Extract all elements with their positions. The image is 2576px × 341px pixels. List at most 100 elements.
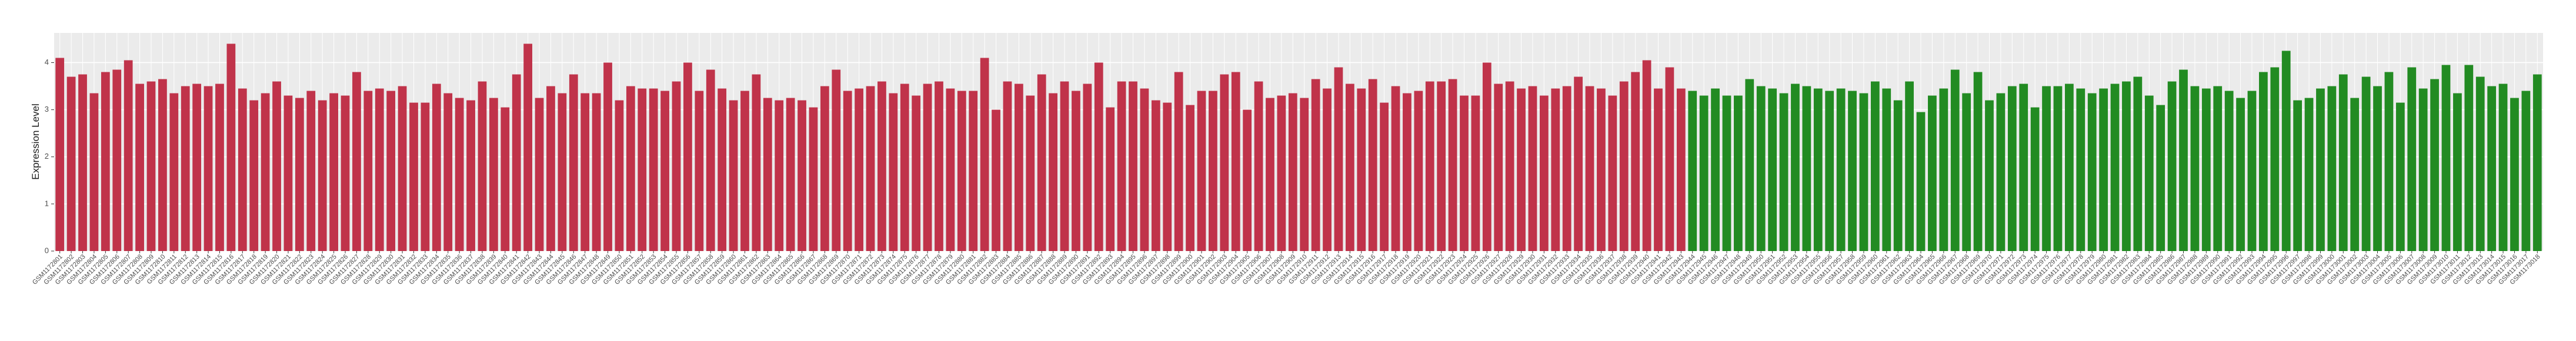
y-tick-label: 2: [45, 152, 49, 161]
bar: [466, 100, 475, 251]
bar: [626, 86, 635, 251]
bar: [1094, 62, 1103, 252]
bar: [1460, 95, 1469, 251]
bar: [1688, 91, 1697, 252]
bar: [2384, 72, 2394, 251]
bar: [2453, 93, 2462, 252]
bar: [1197, 91, 1206, 252]
bar: [2361, 76, 2371, 252]
bar: [500, 107, 510, 251]
y-axis-label: Expression Level: [30, 103, 41, 179]
bar: [992, 109, 1000, 251]
bar: [1973, 72, 1983, 251]
bar: [89, 93, 99, 252]
bar: [1243, 109, 1252, 251]
y-tick-label: 0: [45, 246, 49, 255]
bar: [1996, 93, 2006, 252]
bar: [2407, 67, 2417, 251]
bar: [341, 95, 350, 251]
bar: [124, 60, 133, 251]
bar: [1642, 60, 1651, 251]
bar: [1848, 91, 1857, 252]
bar: [809, 107, 818, 251]
bar: [1505, 81, 1514, 251]
bar: [101, 72, 110, 251]
bar: [1928, 95, 1937, 251]
bar: [1916, 112, 1926, 251]
bar: [352, 72, 361, 251]
bar: [192, 83, 202, 251]
y-tick-label: 1: [45, 199, 49, 208]
bar: [832, 69, 841, 251]
bar: [2030, 107, 2040, 251]
bar: [283, 95, 293, 251]
bar: [1791, 83, 1800, 251]
bar: [2350, 98, 2360, 251]
bar: [1745, 79, 1754, 252]
bar: [2430, 79, 2439, 252]
bar: [740, 91, 749, 252]
bar: [2190, 86, 2200, 251]
bar: [1288, 93, 1297, 252]
bar: [2316, 88, 2325, 251]
bar: [1300, 98, 1309, 251]
bar: [1448, 79, 1457, 252]
bar: [2270, 67, 2280, 251]
bar: [1882, 88, 1891, 251]
bar: [1403, 93, 1412, 252]
bar: [409, 102, 418, 251]
bar: [78, 74, 87, 251]
bar: [1699, 95, 1709, 251]
bar: [1722, 95, 1731, 251]
bar: [1813, 88, 1823, 251]
bar: [2281, 51, 2291, 251]
bar: [1425, 81, 1434, 251]
bar: [1551, 88, 1560, 251]
bar: [946, 88, 955, 251]
bar: [2087, 93, 2097, 252]
bar: [935, 81, 943, 251]
bar: [432, 83, 441, 251]
bar: [900, 83, 909, 251]
bar: [649, 88, 658, 251]
bar: [1368, 79, 1377, 252]
bar: [363, 91, 373, 252]
bar: [2144, 95, 2154, 251]
bar: [535, 98, 544, 251]
bar: [763, 98, 772, 251]
bar: [558, 93, 567, 252]
bar: [135, 83, 144, 251]
bar: [2099, 88, 2108, 251]
bar: [2475, 76, 2485, 252]
bar: [226, 44, 236, 251]
bar: [375, 88, 384, 251]
bar: [1893, 100, 1903, 251]
bar: [798, 100, 806, 251]
bar: [1209, 91, 1217, 252]
bar: [329, 93, 338, 252]
bar: [1836, 88, 1846, 251]
bar: [1220, 74, 1229, 251]
bar: [683, 62, 692, 252]
bar: [1985, 100, 1994, 251]
bar: [1129, 81, 1137, 251]
bar: [580, 93, 590, 252]
bar: [1494, 83, 1503, 251]
bar: [1151, 100, 1160, 251]
bar: [1734, 95, 1743, 251]
bar: [2167, 81, 2177, 251]
bar: [1482, 62, 1491, 252]
bar: [1037, 74, 1046, 251]
bar: [1026, 95, 1035, 251]
bar: [2395, 102, 2405, 251]
bar: [1654, 88, 1663, 251]
bar: [889, 93, 898, 252]
bar: [1631, 72, 1640, 251]
bar: [2224, 91, 2234, 252]
bar: [1083, 83, 1092, 251]
bar: [1163, 102, 1172, 251]
bar: [592, 93, 601, 252]
bar: [1825, 91, 1834, 252]
bar: [1311, 79, 1320, 252]
